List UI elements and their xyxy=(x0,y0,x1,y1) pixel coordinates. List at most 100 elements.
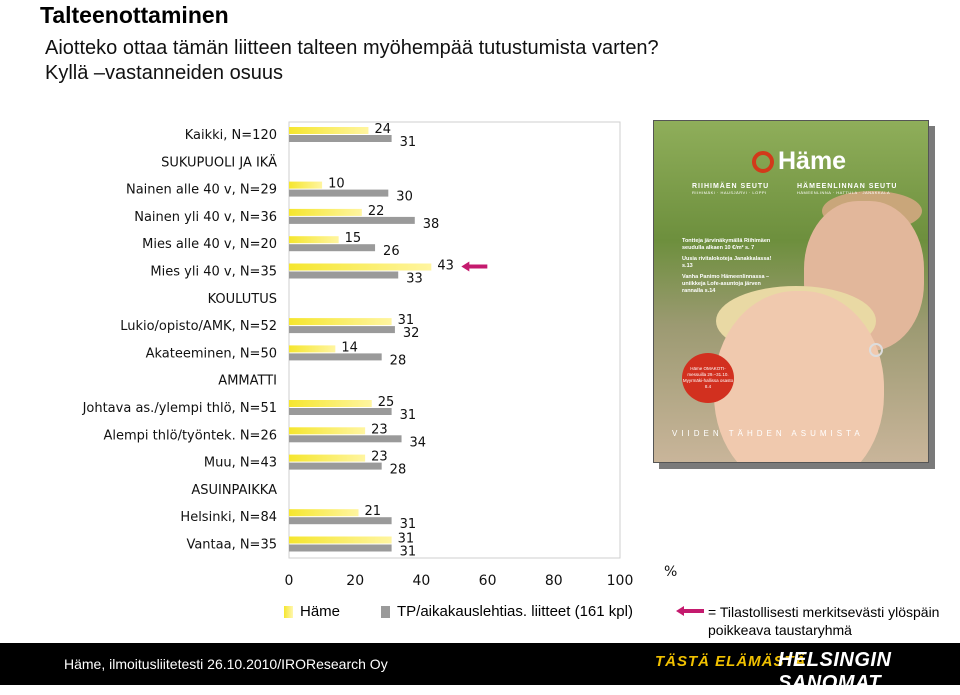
cover-headlines: Tontteja järvinäkymällä Riihimäen seudul… xyxy=(682,238,772,294)
x-tick-label: 40 xyxy=(412,573,430,589)
x-tick-label: 0 xyxy=(285,573,294,589)
category-label: KOULUTUS xyxy=(208,292,277,307)
legend-item-hame: Häme xyxy=(284,603,340,620)
legend-swatch-tp xyxy=(381,605,390,618)
legend-label-tp: TP/aikakauslehtias. liitteet (161 kpl) xyxy=(397,603,633,620)
data-label-hame: 25 xyxy=(378,395,395,410)
bar-tp xyxy=(289,544,392,552)
category-label: Akateeminen, N=50 xyxy=(146,346,277,361)
cover-region-2: HÄMEENLINNAN SEUTU HÄMEENLINNA · HATTULA… xyxy=(797,183,898,195)
category-label: Mies alle 40 v, N=20 xyxy=(142,237,277,252)
legend-label-hame: Häme xyxy=(300,603,341,620)
bar-tp xyxy=(289,326,395,334)
significance-arrow-icon xyxy=(676,606,704,616)
plot-frame xyxy=(288,121,621,559)
category-label: Lukio/opisto/AMK, N=52 xyxy=(120,319,277,334)
category-label: AMMATTI xyxy=(218,374,277,389)
bar-tp xyxy=(289,271,399,279)
category-label: Muu, N=43 xyxy=(204,456,277,471)
data-label-tp: 32 xyxy=(403,326,420,341)
bar-tp xyxy=(289,462,382,470)
category-label: ASUINPAIKKA xyxy=(191,483,277,498)
data-label-tp: 34 xyxy=(410,435,427,450)
category-label: SUKUPUOLI JA IKÄ xyxy=(161,154,277,170)
cover-logo-icon xyxy=(752,150,774,173)
bar-hame xyxy=(289,509,359,517)
bar-tp xyxy=(289,135,392,142)
data-label-hame: 43 xyxy=(437,259,454,274)
x-axis-unit: % xyxy=(664,564,677,580)
brand-logo: HELSINGIN SANOMAT xyxy=(778,649,892,694)
bar-hame xyxy=(289,263,432,271)
bar-chart: Kaikki, N=120 24 31 SUKUPUOLI JA IKÄ Nainen … xyxy=(82,121,677,589)
data-label-hame: 31 xyxy=(398,313,415,328)
significance-arrow-icon xyxy=(461,261,488,272)
bar-hame xyxy=(289,181,323,189)
category-label: Johtava as./ylempi thlö, N=51 xyxy=(82,401,277,416)
data-label-hame: 10 xyxy=(328,177,345,192)
cover-bottom-text: VIIDEN TÄHDEN ASUMISTA xyxy=(672,429,864,438)
significance-note: = Tilastollisesti merkitsevästi ylöspäin… xyxy=(676,603,939,639)
data-label-tp: 33 xyxy=(406,272,423,287)
note-line-2: poikkeava taustaryhmä xyxy=(708,622,852,638)
bar-hame xyxy=(289,536,392,544)
data-label-hame: 15 xyxy=(345,231,362,246)
data-label-hame: 23 xyxy=(371,450,388,465)
question-line-1: Aiotteko ottaa tämän liitteen talteen my… xyxy=(45,37,659,59)
footer-source: Häme, ilmoitusliitetesti 26.10.2010/IROR… xyxy=(64,656,388,672)
cover-child-face xyxy=(714,291,884,462)
category-label: Nainen alle 40 v, N=29 xyxy=(126,183,277,198)
cover-badge: Häme OMAKOTI-messuilla 29.–31.10. Myyrmä… xyxy=(682,353,734,403)
data-label-hame: 23 xyxy=(371,422,388,437)
data-label-tp: 31 xyxy=(400,135,417,150)
cover-region-1: RIIHIMÄEN SEUTU RIIHIMÄKI · HAUSJÄRVI · … xyxy=(692,183,770,195)
data-label-tp: 30 xyxy=(396,190,413,205)
data-label-tp: 31 xyxy=(400,545,417,560)
bar-hame xyxy=(289,345,336,353)
data-label-tp: 26 xyxy=(383,244,400,259)
bar-tp xyxy=(289,216,415,224)
data-label-tp: 28 xyxy=(390,463,407,478)
cover-logo: Häme xyxy=(752,147,846,176)
data-label-tp: 38 xyxy=(423,217,440,232)
category-label: Helsinki, N=84 xyxy=(180,510,277,525)
data-label-tp: 28 xyxy=(390,353,407,368)
legend-item-tp: TP/aikakauslehtias. liitteet (161 kpl) xyxy=(381,603,633,620)
note-line-1: = Tilastollisesti merkitsevästi ylöspäin xyxy=(708,604,940,620)
x-tick-label: 60 xyxy=(479,573,497,589)
bar-tp xyxy=(289,353,382,361)
bar-tp xyxy=(289,189,389,197)
brand-slogan: TÄSTÄ ELÄMÄSTÄ. xyxy=(655,653,812,670)
footer-bar: Häme, ilmoitusliitetesti 26.10.2010/IROR… xyxy=(0,643,960,694)
x-tick-label: 20 xyxy=(346,573,364,589)
bar-hame xyxy=(289,454,366,462)
chart-subtitle: Aiotteko ottaa tämän liitteen talteen my… xyxy=(45,36,659,86)
data-label-hame: 22 xyxy=(368,204,385,219)
data-label-hame: 14 xyxy=(341,340,358,355)
bar-hame xyxy=(289,127,369,134)
magazine-cover-image: Häme RIIHIMÄEN SEUTU RIIHIMÄKI · HAUSJÄR… xyxy=(653,120,929,463)
data-label-hame: 31 xyxy=(398,532,415,547)
bar-hame xyxy=(289,236,339,244)
bar-hame xyxy=(289,318,392,326)
category-label: Alempi thlö/työntek. N=26 xyxy=(104,428,277,443)
cover-pendant xyxy=(869,343,883,357)
bar-tp xyxy=(289,435,402,443)
data-label-hame: 24 xyxy=(374,122,391,137)
bar-hame xyxy=(289,427,366,435)
bar-hame xyxy=(289,400,372,407)
bar-hame xyxy=(289,208,362,216)
bar-tp xyxy=(289,408,392,415)
data-label-tp: 31 xyxy=(400,408,417,423)
bar-tp xyxy=(289,244,376,252)
category-label: Vantaa, N=35 xyxy=(186,538,277,553)
data-label-tp: 31 xyxy=(400,517,417,532)
x-tick-label: 80 xyxy=(545,573,563,589)
legend-swatch-hame xyxy=(284,605,293,618)
category-label: Mies yli 40 v, N=35 xyxy=(150,265,277,280)
category-label: Kaikki, N=120 xyxy=(185,128,277,143)
bar-tp xyxy=(289,517,392,525)
category-label: Nainen yli 40 v, N=36 xyxy=(134,210,277,225)
x-tick-label: 100 xyxy=(607,573,634,589)
page-title: Talteenottaminen xyxy=(40,2,229,28)
